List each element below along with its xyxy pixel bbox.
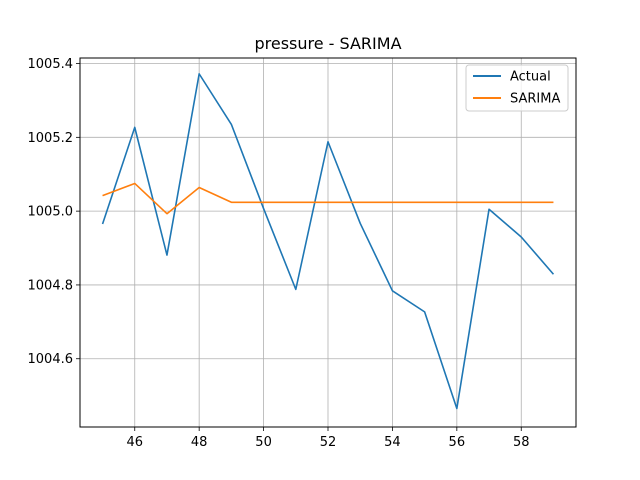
- y-tick-label: 1005.4: [28, 57, 74, 72]
- x-tick-label: 48: [191, 435, 208, 450]
- x-tick-label: 54: [384, 435, 401, 450]
- axis-ticks: 46 48 50 52 54 56 58 1004.6 1004.8 1005.0 1005.2 10…: [28, 57, 530, 450]
- series-line-sarima: [102, 182, 554, 215]
- legend-label-actual: Actual: [510, 70, 551, 85]
- grid: [80, 58, 576, 427]
- x-tick-label: 52: [320, 435, 337, 450]
- legend-label-sarima: SARIMA: [510, 92, 560, 107]
- y-tick-label: 1004.8: [28, 278, 74, 293]
- series-line-actual: [101, 73, 555, 410]
- y-tick-label: 1005.2: [28, 131, 74, 146]
- x-tick-label: 46: [126, 435, 143, 450]
- chart-title: pressure - SARIMA: [254, 34, 401, 53]
- series-lines: [101, 73, 555, 410]
- x-tick-label: 58: [513, 435, 530, 450]
- y-tick-label: 1005.0: [28, 205, 74, 220]
- y-tick-label: 1004.6: [28, 352, 74, 367]
- x-tick-label: 50: [255, 435, 272, 450]
- legend: Actual SARIMA: [465, 64, 569, 112]
- x-tick-label: 56: [449, 435, 466, 450]
